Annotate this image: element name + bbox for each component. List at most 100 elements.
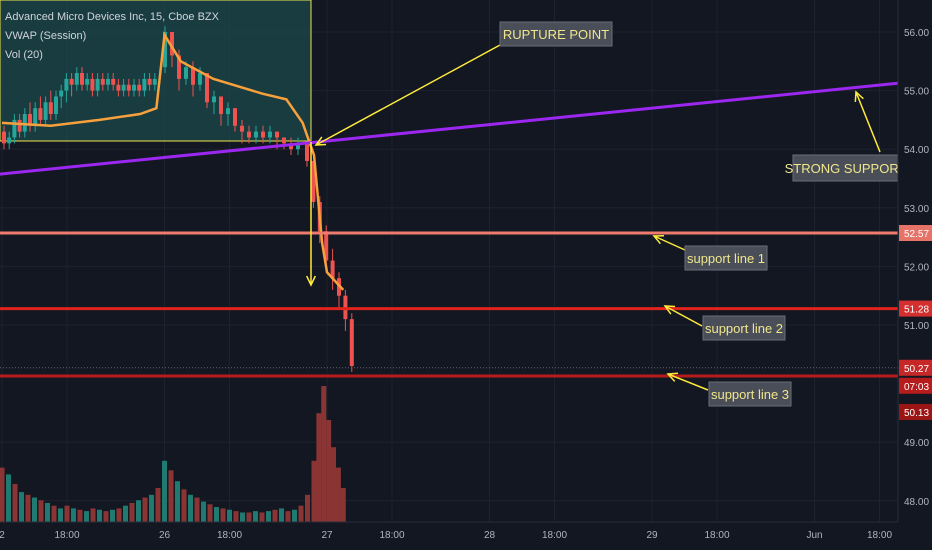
candle: [59, 90, 64, 97]
volume-bar: [331, 447, 336, 522]
volume-bar: [201, 501, 206, 522]
time-tick-label: 29: [646, 530, 658, 541]
support-1-price-tag: 52.57: [904, 229, 929, 240]
time-tick-label: 18:00: [217, 530, 242, 541]
candle: [43, 102, 48, 120]
volume-bar: [233, 511, 239, 522]
time-tick-label: 18:00: [704, 530, 729, 541]
volume-bar: [155, 488, 161, 522]
candle: [152, 78, 157, 85]
volume-bar: [77, 509, 83, 522]
candle: [64, 78, 69, 91]
volume-bar: [207, 504, 213, 522]
volume-bar: [194, 497, 200, 522]
candle: [349, 319, 354, 367]
rupture-point-label-box: [499, 21, 613, 47]
candle: [132, 84, 136, 91]
volume-bar: [32, 497, 37, 522]
time-tick-label: 28: [484, 530, 496, 541]
price-tick-label: 51.00: [904, 321, 929, 332]
time-tick-label: 18:00: [542, 530, 567, 541]
support-line-2-label-box: [702, 315, 786, 341]
volume-bar: [25, 494, 31, 522]
volume-bar: [240, 512, 245, 522]
symbol-label: Advanced Micro Devices Inc, 15, Cboe BZX: [5, 11, 219, 23]
candle: [38, 108, 43, 120]
volume-bar: [90, 508, 96, 522]
volume-bar: [19, 492, 24, 522]
volume-bar: [316, 413, 322, 522]
candle: [170, 32, 174, 56]
candle: [226, 108, 230, 115]
volume-bar: [136, 500, 141, 522]
support-3-price-tag: 50.13: [904, 408, 929, 419]
candle: [90, 78, 95, 91]
volume-bar: [272, 509, 278, 522]
volume-bar: [149, 494, 154, 522]
candle: [126, 84, 131, 91]
volume-bar: [259, 512, 265, 522]
price-tick-label: 56.00: [904, 28, 929, 39]
volume-bar: [246, 512, 252, 522]
volume-bar: [6, 474, 11, 522]
candle: [330, 260, 335, 279]
candle: [142, 78, 147, 91]
volume-bar: [266, 511, 271, 522]
vwap-legend: VWAP (Session): [5, 30, 87, 42]
volume-bar: [123, 505, 128, 522]
volume-bar: [12, 483, 18, 522]
volume-bar: [142, 497, 148, 522]
time-tick-label: 18:00: [54, 530, 79, 541]
candle: [212, 96, 216, 103]
candle: [95, 78, 100, 91]
volume-bar: [64, 505, 70, 522]
volume-bar: [129, 502, 135, 522]
price-tick-label: 48.00: [904, 497, 929, 508]
volume-bar: [321, 386, 327, 522]
time-tick-label: 18:00: [379, 530, 404, 541]
candle: [33, 108, 38, 126]
candle: [282, 137, 286, 144]
volume-bar: [340, 488, 346, 522]
vwap-line: [1, 31, 345, 291]
candle: [296, 143, 300, 150]
volume-bar: [116, 508, 122, 522]
strong-support-trendline: [0, 80, 913, 176]
candle: [198, 73, 202, 85]
candle: [233, 108, 237, 126]
candle: [163, 32, 167, 68]
price-tick-label: 49.00: [904, 438, 929, 449]
candle: [106, 78, 110, 85]
candle: [240, 125, 244, 132]
candle: [289, 143, 293, 150]
support-line-1-label-box: [684, 245, 768, 271]
support-line-1-label: support line 1: [687, 251, 765, 266]
support-1-arrow-head: [652, 234, 665, 245]
candle: [137, 84, 142, 91]
price-tick-label: 55.00: [904, 87, 929, 98]
highlight-zone: [0, 0, 312, 142]
price-tick-label: 52.00: [904, 262, 929, 273]
volume-bar: [175, 481, 180, 522]
support-2-price-tag-bg: [899, 300, 932, 317]
candle: [85, 78, 90, 85]
volume-bar: [181, 489, 187, 522]
volume-bar: [103, 511, 109, 522]
candle: [191, 67, 195, 85]
volume-bar: [162, 460, 167, 522]
support-line-2-label: support line 2: [705, 321, 783, 336]
candle: [54, 96, 58, 115]
volume-bar: [305, 494, 310, 522]
volume-bar: [188, 494, 193, 522]
time-tick-label: 27: [321, 530, 333, 541]
volume-bar: [227, 509, 232, 522]
support-3-price-tag-bg: [899, 403, 932, 420]
time-tick-label: 2: [0, 530, 5, 541]
candle: [69, 78, 74, 85]
candle: [48, 102, 53, 115]
candle: [2, 131, 6, 144]
volume-bar: [292, 509, 297, 522]
support-2-arrow-head: [663, 305, 676, 315]
candle: [247, 131, 251, 138]
